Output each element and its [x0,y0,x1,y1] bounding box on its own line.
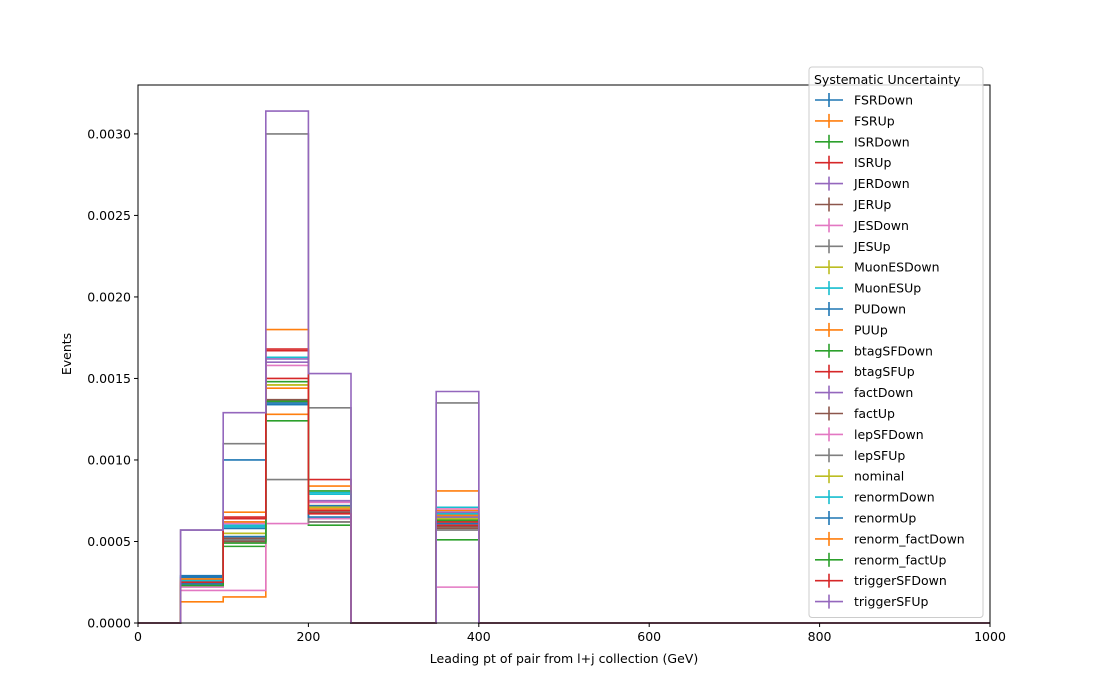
x-axis-title: Leading pt of pair from l+j collection (… [430,651,698,666]
legend-item-btagSFDown: btagSFDown [815,343,933,358]
legend-item-FSRUp: FSRUp [815,113,895,128]
legend-label: renormUp [854,511,916,526]
legend-item-lepSFUp: lepSFUp [815,448,905,463]
x-tick-label: 400 [467,629,491,644]
legend-item-renorm_factDown: renorm_factDown [815,531,965,546]
legend-label: PUUp [854,322,888,337]
y-tick-label: 0.0005 [87,534,131,549]
legend-item-triggerSFDown: triggerSFDown [815,573,947,588]
legend-label: JERUp [853,197,891,212]
y-tick-label: 0.0010 [87,452,131,467]
legend-label: triggerSFUp [854,594,928,609]
legend-title: Systematic Uncertainty [814,72,961,87]
legend-label: triggerSFDown [854,573,947,588]
legend-label: btagSFDown [854,343,933,358]
legend-item-JERUp: JERUp [815,197,891,212]
legend-item-factUp: factUp [815,406,895,421]
legend-label: MuonESDown [854,260,940,275]
legend-label: FSRUp [854,113,895,128]
legend-item-nominal: nominal [815,469,904,484]
legend-item-PUDown: PUDown [815,302,906,317]
legend-label: ISRDown [854,134,910,149]
x-tick-label: 0 [134,629,142,644]
legend-item-ISRDown: ISRDown [815,134,910,149]
legend-label: nominal [854,469,904,484]
legend-label: renorm_factUp [854,552,946,567]
legend: Systematic Uncertainty FSRDown FSRUp ISRDo… [808,66,984,618]
legend-label: MuonESUp [854,281,921,296]
legend-item-btagSFUp: btagSFUp [815,364,915,379]
legend-item-renorm_factUp: renorm_factUp [815,552,946,567]
legend-label: btagSFUp [854,364,915,379]
legend-item-ISRUp: ISRUp [815,155,891,170]
legend-item-renormDown: renormDown [815,490,935,505]
legend-label: JESDown [853,218,909,233]
legend-items: FSRDown FSRUp ISRDown ISRUp JERDown JERUp JESD… [815,93,965,609]
legend-item-FSRDown: FSRDown [815,93,913,108]
legend-label: factDown [854,385,913,400]
legend-label: factUp [854,406,895,421]
legend-label: JERDown [853,176,910,191]
legend-item-PUUp: PUUp [815,322,888,337]
legend-item-MuonESDown: MuonESDown [815,260,940,275]
legend-label: lepSFDown [854,427,924,442]
y-tick-label: 0.0025 [87,208,131,223]
y-axis-title: Events [59,333,74,375]
x-tick-label: 600 [637,629,661,644]
legend-item-lepSFDown: lepSFDown [815,427,924,442]
legend-item-triggerSFUp: triggerSFUp [815,594,928,609]
legend-label: JESUp [853,239,891,254]
legend-label: PUDown [854,302,906,317]
legend-frame [808,66,984,618]
x-tick-label: 800 [808,629,832,644]
y-tick-label: 0.0020 [87,289,131,304]
legend-label: renormDown [854,490,935,505]
legend-label: FSRDown [854,93,913,108]
legend-item-JESDown: JESDown [815,218,909,233]
legend-label: ISRUp [854,155,891,170]
y-tick-label: 0.0000 [87,616,131,631]
plot-frame [137,84,991,624]
legend-label: renorm_factDown [854,531,965,546]
y-axis: 0.0000 0.0005 0.0010 0.0015 0.0020 0.0025 0.00… [87,126,138,631]
legend-item-JESUp: JESUp [815,239,891,254]
legend-item-MuonESUp: MuonESUp [815,281,921,296]
legend-label: lepSFUp [854,448,905,463]
legend-item-renormUp: renormUp [815,511,916,526]
y-tick-label: 0.0015 [87,371,131,386]
legend-item-factDown: factDown [815,385,913,400]
y-tick-label: 0.0030 [87,126,131,141]
legend-item-JERDown: JERDown [815,176,910,191]
x-tick-label: 1000 [974,629,1006,644]
x-tick-label: 200 [296,629,320,644]
x-axis: 0 200 400 600 800 1000 [134,623,1006,644]
